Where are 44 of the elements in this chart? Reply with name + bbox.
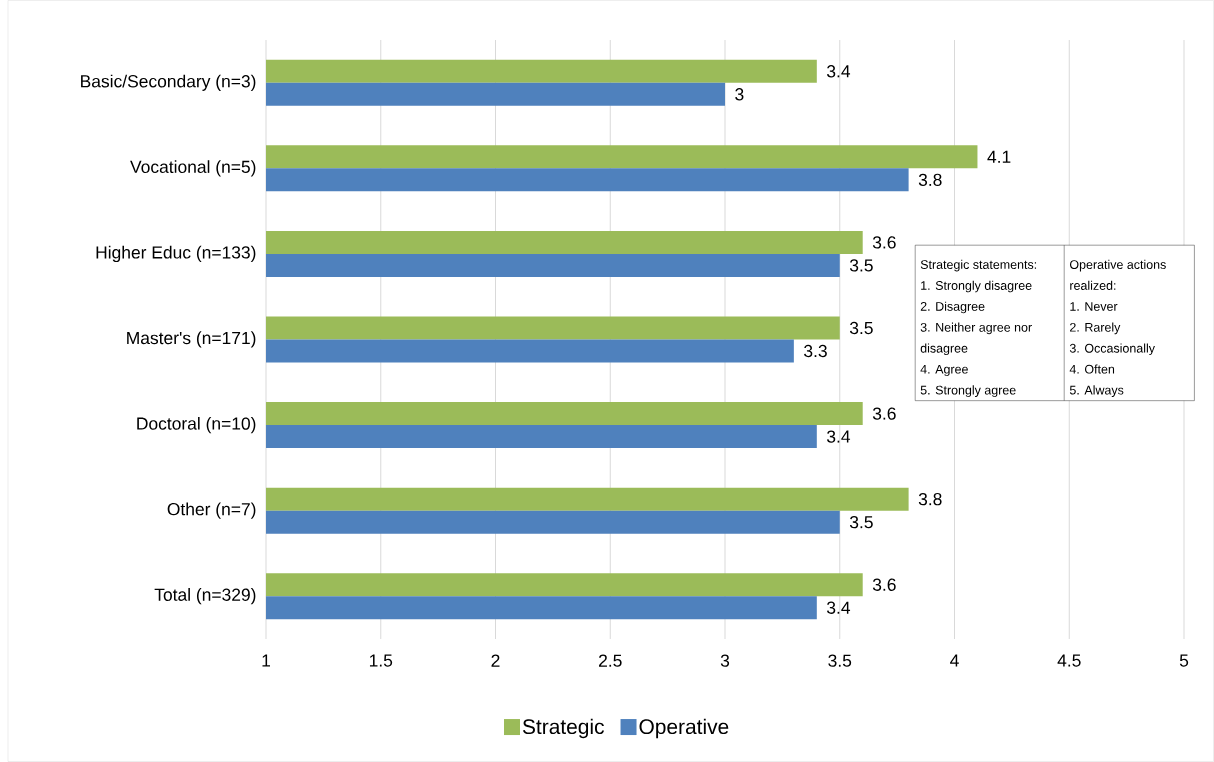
y-tick-label: Higher Educ (n=133) (96, 245, 256, 263)
data-label: 4.1 (987, 150, 1011, 163)
y-tick-label: Master's (n=171) (127, 331, 256, 348)
annotation: 3. Neither agree nor disagree (920, 322, 1032, 356)
annotation: 1. Never (1070, 302, 1118, 311)
y-tick-label: Basic/Secondary (n=3) (81, 74, 256, 91)
data-label: 3 (735, 88, 744, 101)
data-label: 3.3 (804, 344, 827, 358)
legend-label: Strategic (522, 718, 604, 739)
annotation: 1. Strongly disagree (921, 280, 1032, 293)
data-label: 3.6 (872, 407, 896, 420)
annotation: 2. Rarely (1070, 322, 1121, 335)
annotation: 3. Occasionally (1069, 343, 1155, 356)
x-tick-label: 1 (262, 654, 270, 667)
x-tick-label: 4.5 (1057, 654, 1081, 667)
y-tick-label: Vocational (n=5) (130, 160, 256, 177)
x-tick-label: 3 (720, 654, 730, 667)
annotation: Operative actions realized: (1069, 259, 1166, 290)
annotation: 4. Often (1069, 364, 1115, 374)
x-tick-label: 1.5 (369, 654, 393, 667)
data-label: 3.5 (849, 259, 873, 272)
annotation: 5. Always (1069, 385, 1124, 397)
annotation: 2. Disagree (920, 301, 985, 314)
x-tick-label: 3.5 (828, 654, 852, 667)
data-label: 3.8 (918, 173, 942, 187)
x-tick-label: 4 (950, 654, 959, 667)
data-label: 3.6 (872, 578, 896, 591)
x-tick-label: 2.5 (599, 654, 622, 667)
legend-label: Operative (639, 718, 729, 739)
annotation: Strategic statements: (920, 259, 1037, 272)
data-label: 3.8 (918, 492, 942, 506)
annotation: 5. Strongly agree (920, 385, 1016, 397)
data-label: 3.4 (827, 601, 851, 614)
data-label: 3.5 (849, 515, 873, 529)
data-label: 3.4 (827, 430, 851, 443)
y-tick-label: Other (n=7) (167, 502, 256, 519)
data-label: 3.4 (827, 65, 851, 78)
data-label: 3.5 (849, 321, 873, 335)
x-tick-label: 2 (491, 654, 500, 667)
annotation: 4. Agree (920, 364, 968, 377)
y-tick-label: Doctoral (n=10) (137, 416, 256, 434)
data-label: 3.6 (872, 236, 896, 249)
y-tick-label: Total (n=329) (154, 588, 256, 605)
x-tick-label: 5 (1179, 654, 1189, 667)
